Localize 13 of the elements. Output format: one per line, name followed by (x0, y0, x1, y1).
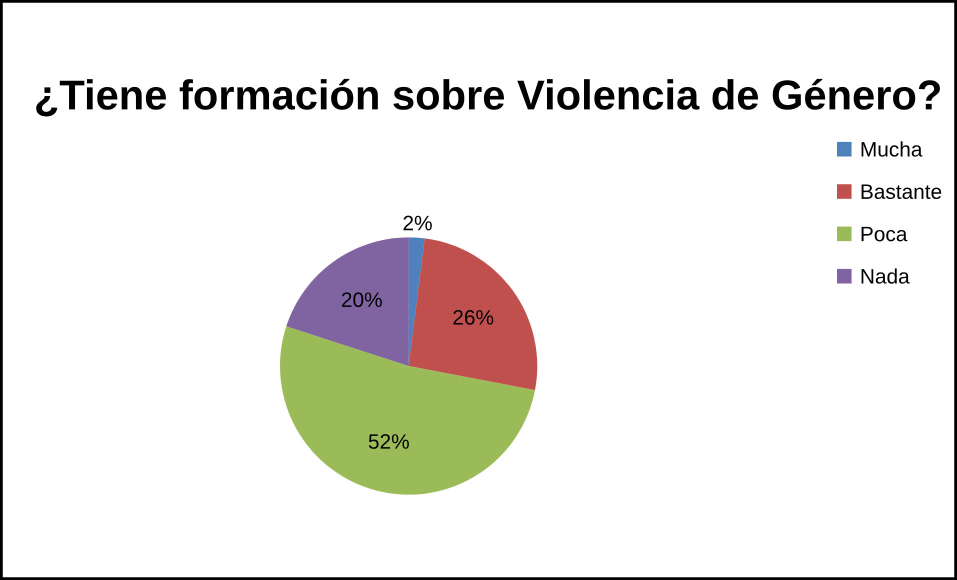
legend-label: Bastante (862, 184, 942, 200)
pie-slice (408, 237, 425, 366)
legend-label: Poca (862, 226, 908, 242)
pie-slice (286, 237, 409, 366)
chart-title: ¿Tiene formación sobre Violencia de Género? (36, 78, 940, 116)
legend-label: Mucha (862, 141, 922, 157)
data-label: 20% (342, 292, 382, 308)
data-label: 26% (453, 310, 494, 325)
data-label: 52% (368, 434, 409, 449)
data-label: 2% (404, 216, 432, 230)
pie-slice (280, 326, 535, 495)
pie-slice (408, 238, 538, 390)
legend-label: Nada (862, 268, 910, 284)
